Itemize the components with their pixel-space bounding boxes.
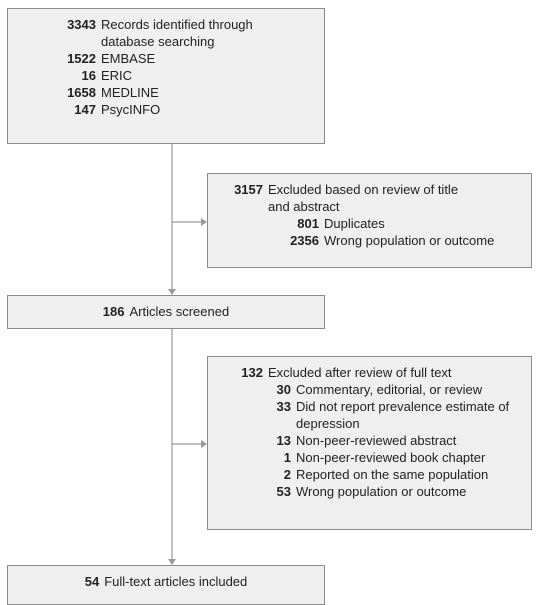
label: Wrong population or outcome (324, 233, 495, 248)
count: 2356 (290, 233, 319, 248)
label: Articles screened (129, 304, 230, 319)
count: 186 (102, 304, 125, 319)
detail-row: 2356 Wrong population or outcome (208, 232, 531, 249)
label: PsycINFO (101, 102, 161, 117)
label: Excluded based on review of title and ab… (268, 182, 459, 214)
arrowhead (168, 289, 176, 295)
count: 53 (276, 484, 291, 499)
flow-box: 3157 Excluded based on review of title an… (207, 173, 532, 268)
count: 16 (81, 68, 96, 83)
count: 2 (283, 467, 291, 482)
label: Non-peer-reviewed book chapter (296, 450, 486, 465)
count: 13 (276, 433, 291, 448)
detail-row: 30 Commentary, editorial, or review (208, 381, 531, 398)
detail-row: 1 Non-peer-reviewed book chapter (208, 449, 531, 466)
arrowhead (201, 440, 207, 448)
arrowhead (168, 559, 176, 565)
count: 3157 (234, 182, 263, 197)
label: Did not report prevalence estimate of de… (296, 399, 510, 431)
detail-row: 1658 MEDLINE (8, 84, 324, 101)
label: Full-text articles included (104, 574, 248, 589)
flow-box: 3343 Records identified through database … (7, 8, 325, 144)
count: 33 (276, 399, 291, 414)
count: 801 (297, 216, 319, 231)
detail-row: 147 PsycINFO (8, 101, 324, 118)
label: MEDLINE (101, 85, 159, 100)
detail-row: 16 ERIC (8, 67, 324, 84)
flow-box: 54 Full-text articles included (7, 565, 325, 605)
count: 1658 (67, 85, 96, 100)
box-heading: 186 Articles screened (8, 303, 324, 320)
label: Commentary, editorial, or review (296, 382, 483, 397)
label: Excluded after review of full text (268, 365, 452, 380)
box-heading: 3157 Excluded based on review of title an… (208, 181, 531, 215)
detail-row: 801 Duplicates (208, 215, 531, 232)
flow-box: 132 Excluded after review of full text 30 C… (207, 356, 532, 530)
label: EMBASE (101, 51, 156, 66)
count: 1522 (67, 51, 96, 66)
label: Non-peer-reviewed abstract (296, 433, 457, 448)
arrowhead (201, 218, 207, 226)
count: 1 (283, 450, 291, 465)
label: Wrong population or outcome (296, 484, 467, 499)
label: Duplicates (324, 216, 385, 231)
detail-row: 53 Wrong population or outcome (208, 483, 531, 500)
flow-box: 186 Articles screened (7, 295, 325, 329)
label: Records identified through database sear… (101, 17, 253, 49)
detail-row: 33 Did not report prevalence estimate of … (208, 398, 531, 432)
label: Reported on the same population (296, 467, 489, 482)
detail-row: 1522 EMBASE (8, 50, 324, 67)
count: 54 (84, 574, 100, 589)
count: 30 (276, 382, 291, 397)
count: 147 (74, 102, 96, 117)
box-heading: 54 Full-text articles included (8, 573, 324, 590)
detail-row: 13 Non-peer-reviewed abstract (208, 432, 531, 449)
label: ERIC (101, 68, 133, 83)
count: 132 (241, 365, 263, 380)
box-heading: 132 Excluded after review of full text (208, 364, 531, 381)
count: 3343 (67, 17, 96, 32)
detail-row: 2 Reported on the same population (208, 466, 531, 483)
box-heading: 3343 Records identified through database … (8, 16, 324, 50)
